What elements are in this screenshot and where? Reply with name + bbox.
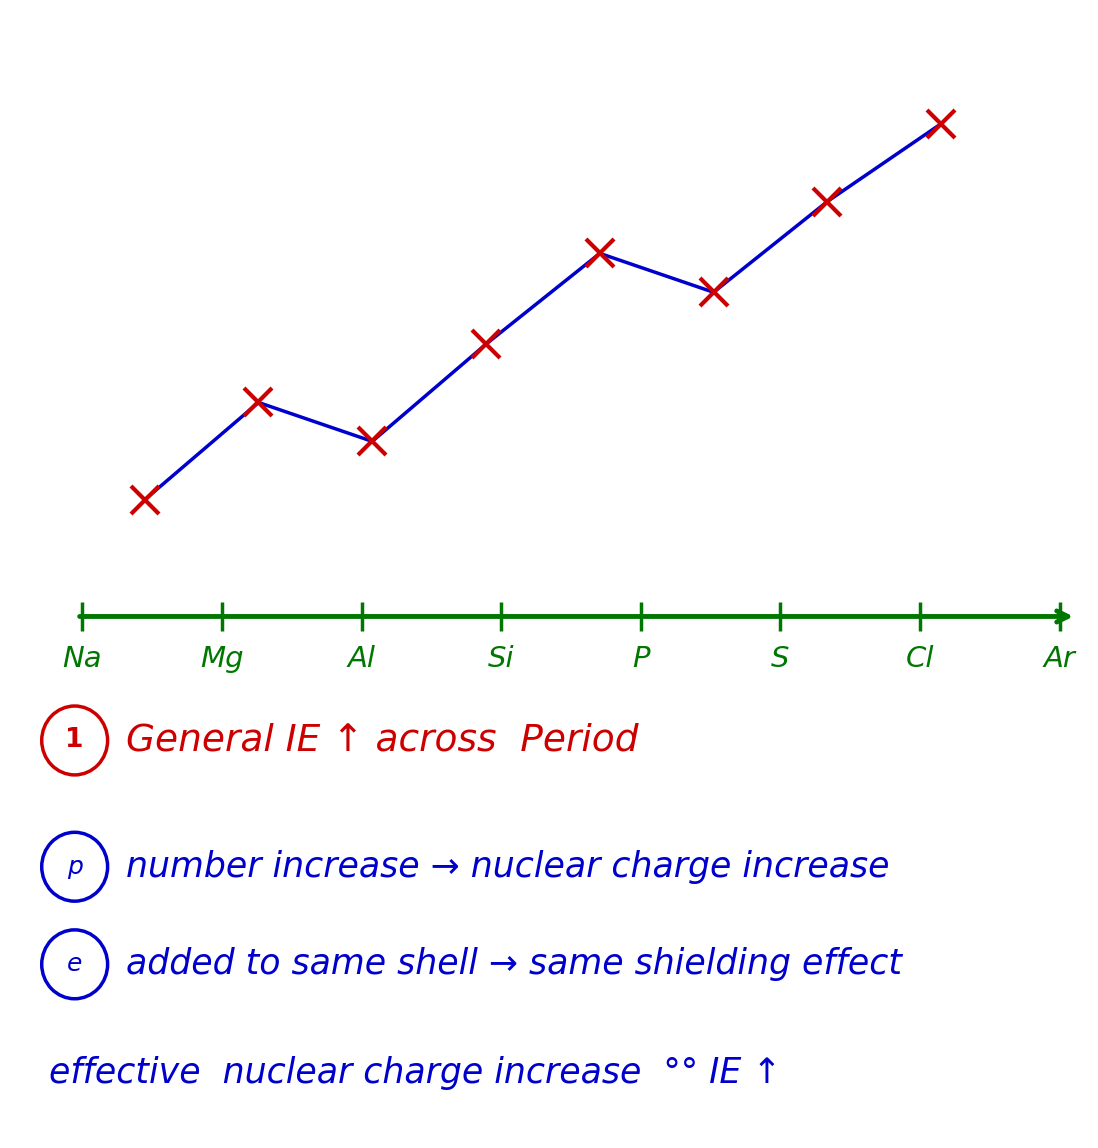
Text: Na: Na [63, 645, 102, 673]
Text: General IE ↑ across  Period: General IE ↑ across Period [126, 722, 639, 759]
Text: Al: Al [348, 645, 376, 673]
Text: added to same shell → same shielding effect: added to same shell → same shielding eff… [126, 947, 903, 982]
Text: Mg: Mg [200, 645, 244, 673]
Text: Ar: Ar [1043, 645, 1076, 673]
Text: number increase → nuclear charge increase: number increase → nuclear charge increas… [126, 850, 889, 884]
Text: 1: 1 [66, 728, 83, 753]
Text: P: P [632, 645, 650, 673]
Text: S: S [771, 645, 789, 673]
Text: Cl: Cl [906, 645, 934, 673]
Text: effective  nuclear charge increase  °° IE ↑: effective nuclear charge increase °° IE … [49, 1056, 782, 1091]
Text: Si: Si [488, 645, 515, 673]
Text: e: e [67, 953, 82, 976]
Text: p: p [67, 855, 82, 878]
